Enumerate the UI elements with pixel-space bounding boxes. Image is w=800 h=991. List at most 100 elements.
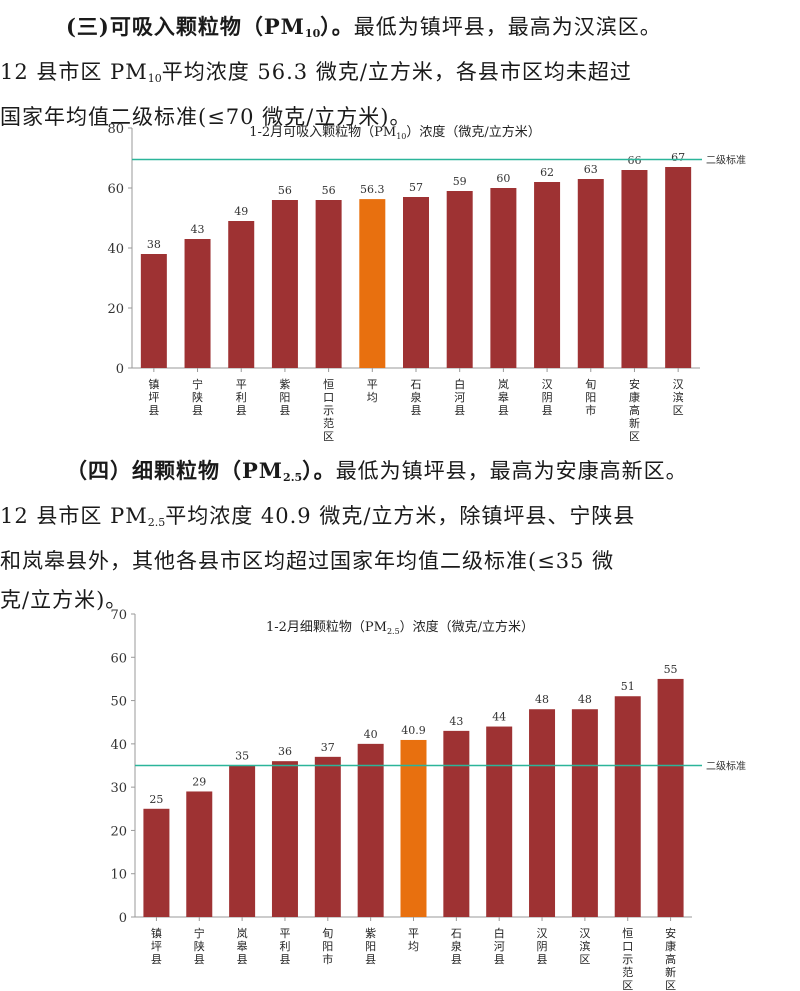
bar — [443, 730, 470, 917]
x-tick-label-char: 汉 — [673, 378, 684, 391]
paragraph-line: 国家年均值二级标准(≤70 微克/立方米)。 — [0, 98, 800, 137]
bar — [315, 200, 342, 368]
x-tick-label-char: 新 — [665, 965, 676, 979]
x-tick-label-char: 紫 — [365, 927, 376, 940]
x-tick-label-char: 坪 — [148, 391, 159, 404]
bar — [229, 765, 256, 917]
chart-title-part: 1-2月可吸入颗粒物（PM — [249, 125, 396, 140]
x-tick-label-char: 区 — [629, 430, 640, 443]
x-tick-label: 恒口示范区 — [622, 927, 633, 991]
bar — [143, 808, 170, 917]
paragraph-text: 最低为镇坪县，最高为汉滨区。 — [353, 15, 662, 39]
data-label: 55 — [664, 663, 678, 676]
x-tick-label: 汉滨区 — [673, 378, 684, 417]
x-tick-label-char: 汉 — [579, 927, 590, 940]
bar — [314, 756, 341, 917]
x-tick-label-char: 高 — [665, 952, 676, 966]
x-tick-label: 安康高新区 — [665, 926, 676, 991]
x-tick-label-char: 河 — [494, 940, 505, 953]
x-tick-label-char: 范 — [323, 416, 334, 430]
x-tick-label: 宁陕县 — [192, 377, 203, 417]
x-tick-label-char: 市 — [585, 403, 596, 417]
y-tick-label: 80 — [107, 122, 124, 137]
bar — [529, 709, 556, 917]
x-tick-label-char: 区 — [622, 979, 633, 991]
x-tick-label-char: 县 — [498, 404, 509, 417]
x-tick-label-char: 皋 — [237, 939, 248, 953]
bar — [657, 678, 684, 917]
x-tick-label-char: 县 — [451, 953, 462, 966]
heading-subscript: 10 — [304, 27, 321, 40]
x-tick-label: 镇坪县 — [151, 926, 162, 966]
x-tick-label-char: 石 — [451, 927, 462, 940]
x-tick-label: 旬阳市 — [585, 378, 596, 417]
x-tick-label-char: 县 — [537, 953, 548, 966]
x-tick-label-char: 安 — [629, 377, 640, 391]
x-tick-label: 宁陕县 — [194, 926, 205, 966]
heading-text: (三)可吸入颗粒物（PM — [66, 14, 305, 39]
data-label: 62 — [540, 166, 554, 179]
x-tick-label-char: 县 — [494, 953, 505, 966]
x-tick-label-char: 县 — [542, 404, 553, 417]
bar — [571, 709, 598, 917]
data-label: 57 — [409, 181, 423, 194]
y-tick-label: 60 — [110, 651, 127, 666]
x-tick-label-char: 县 — [454, 404, 465, 417]
x-tick-label: 石泉县 — [451, 927, 462, 966]
x-tick-label-char: 阴 — [537, 940, 548, 953]
x-tick-label-char: 示 — [622, 953, 633, 966]
x-tick-label-char: 紫 — [279, 378, 290, 391]
x-tick-label-char: 旬 — [322, 927, 333, 940]
data-label: 59 — [453, 175, 467, 188]
chart-title-part: ）浓度（微克/立方米） — [400, 619, 534, 635]
y-tick-label: 20 — [110, 824, 127, 839]
x-tick-label-char: 县 — [151, 953, 162, 966]
chart-title: 1-2月细颗粒物（PM2.5）浓度（微克/立方米） — [266, 619, 534, 636]
x-tick-label-char: 陕 — [192, 390, 203, 404]
heading-text: （四）细颗粒物（PM — [66, 458, 284, 483]
section-heading: (三)可吸入颗粒物（PM10）。 — [66, 14, 354, 40]
paragraph-text: 和岚皋县外，其他各县市区均超过国家年均值二级标准(≤35 微 — [0, 549, 615, 573]
paragraph-text: 最低为镇坪县，最高为安康高新区。 — [335, 459, 688, 483]
chart-title-subscript: 10 — [396, 132, 406, 141]
data-label: 40 — [364, 728, 378, 741]
x-tick-label-char: 均 — [408, 940, 419, 953]
x-tick-label-char: 平 — [279, 927, 290, 940]
y-tick-label: 60 — [107, 182, 124, 197]
data-label: 56 — [322, 184, 336, 197]
x-tick-label-char: 白 — [454, 377, 465, 391]
y-tick-label: 0 — [116, 362, 124, 377]
x-tick-label: 石泉县 — [411, 378, 422, 417]
x-tick-label-char: 县 — [279, 953, 290, 966]
paragraph-line: 12 县市区 PM2.5平均浓度 40.9 微克/立方米，除镇坪县、宁陕县 — [0, 497, 800, 542]
x-tick-label-char: 坪 — [151, 940, 162, 953]
section-pm10-paragraph: (三)可吸入颗粒物（PM10）。最低为镇坪县，最高为汉滨区。 12 县市区 PM… — [0, 7, 800, 137]
x-tick-label-char: 泉 — [411, 390, 422, 404]
paragraph-line: (三)可吸入颗粒物（PM10）。最低为镇坪县，最高为汉滨区。 — [0, 7, 800, 53]
x-tick-label-char: 康 — [629, 390, 640, 404]
x-tick-label-char: 阳 — [585, 391, 596, 404]
data-label: 51 — [621, 680, 635, 693]
x-tick-label-char: 县 — [279, 404, 290, 417]
heading-end: ）。 — [320, 14, 354, 39]
bar — [577, 179, 604, 368]
data-label: 56.3 — [360, 183, 385, 196]
paragraph-line: 12 县市区 PM10平均浓度 56.3 微克/立方米，各县市区均未超过 — [0, 53, 800, 98]
chart-title-part: 1-2月细颗粒物（PM — [266, 620, 387, 635]
x-tick-label-char: 陕 — [194, 939, 205, 953]
bar — [400, 739, 427, 917]
paragraph-text: 克/立方米)。 — [0, 588, 128, 612]
x-tick-label-char: 县 — [194, 953, 205, 966]
bar — [184, 239, 211, 368]
x-tick-label: 紫阳县 — [279, 378, 290, 417]
x-tick-label: 平均 — [408, 927, 419, 953]
x-tick-label-char: 旬 — [585, 378, 596, 391]
data-label: 43 — [191, 223, 205, 236]
x-tick-label-char: 范 — [622, 965, 633, 979]
x-tick-label-char: 阳 — [279, 391, 290, 404]
x-tick-label: 岚皋县 — [237, 927, 248, 966]
reference-line-label: 二级标准 — [706, 155, 746, 167]
bar — [446, 191, 473, 368]
x-tick-label-char: 利 — [236, 391, 247, 404]
paragraph-line: 和岚皋县外，其他各县市区均超过国家年均值二级标准(≤35 微 — [0, 542, 800, 581]
